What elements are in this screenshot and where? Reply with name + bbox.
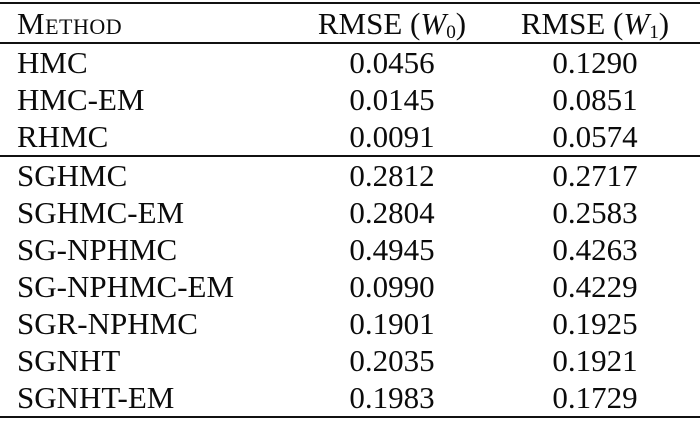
table-row: HMC-EM 0.0145 0.0851 [0, 81, 700, 118]
table-row: SGNHT 0.2035 0.1921 [0, 342, 700, 379]
method-cell: HMC-EM [17, 82, 145, 117]
table-row: SG-NPHMC-EM 0.0990 0.4229 [0, 268, 700, 305]
table-row: SG-NPHMC 0.4945 0.4263 [0, 231, 700, 268]
method-cell: HMC [17, 45, 88, 80]
method-cell: SGR-NPHMC [17, 306, 198, 341]
rmse-w1-subscript: 1 [649, 21, 659, 43]
rmse-w1-variable: W [623, 5, 650, 41]
column-header-rmse-w1: RMSE (W1) [490, 3, 700, 44]
rmse-w0-cell: 0.1983 [294, 379, 490, 418]
method-header-label: Method [17, 5, 123, 41]
table-row: SGR-NPHMC 0.1901 0.1925 [0, 305, 700, 342]
rmse-w0-cell: 0.2035 [349, 343, 435, 378]
rmse-w1-cell: 0.2583 [552, 195, 638, 230]
header-row: Method RMSE (W0) RMSE (W1) [0, 3, 700, 44]
table-row: SGNHT-EM 0.1983 0.1729 [0, 379, 700, 418]
rmse-w0-cell: 0.0990 [349, 269, 435, 304]
method-cell: SG-NPHMC [17, 232, 178, 267]
rmse-w1-prefix: RMSE ( [520, 5, 624, 41]
rmse-w0-prefix: RMSE ( [317, 5, 421, 41]
rmse-w0-variable: W [420, 5, 447, 41]
rmse-w0-cell: 0.0145 [349, 82, 435, 117]
rmse-w0-cell: 0.1901 [349, 306, 435, 341]
table-row: SGHMC 0.2812 0.2717 [0, 155, 700, 194]
rmse-w0-cell: 0.2812 [294, 155, 490, 194]
rmse-w1-cell: 0.1921 [552, 343, 638, 378]
method-cell: SGNHT-EM [0, 379, 294, 418]
rmse-w1-cell: 0.2717 [490, 155, 700, 194]
table-body: HMC 0.0456 0.1290 HMC-EM 0.0145 0.0851 R… [0, 43, 700, 418]
rmse-w0-subscript: 0 [446, 21, 456, 43]
rmse-w0-cell: 0.2804 [349, 195, 435, 230]
table-row: SGHMC-EM 0.2804 0.2583 [0, 194, 700, 231]
column-header-method: Method [0, 3, 294, 44]
method-cell: SGHMC [0, 155, 294, 194]
rmse-w1-cell: 0.0574 [552, 119, 638, 154]
rmse-w0-cell: 0.0091 [349, 119, 435, 154]
rmse-w1-cell: 0.1925 [552, 306, 638, 341]
method-cell: SG-NPHMC-EM [17, 269, 235, 304]
rmse-w1-suffix: ) [658, 5, 670, 41]
rmse-w0-cell: 0.0456 [349, 45, 435, 80]
method-cell: SGHMC-EM [17, 195, 185, 230]
rmse-w1-cell: 0.1729 [490, 379, 700, 418]
rmse-w1-cell: 0.4263 [552, 232, 638, 267]
rmse-w1-cell: 0.4229 [552, 269, 638, 304]
results-table: Method RMSE (W0) RMSE (W1) HMC 0.0456 0.… [0, 2, 700, 418]
rmse-w1-cell: 0.1290 [552, 45, 638, 80]
method-cell: SGNHT [17, 343, 121, 378]
rmse-w0-cell: 0.4945 [349, 232, 435, 267]
rmse-w0-suffix: ) [455, 5, 467, 41]
table-row: RHMC 0.0091 0.0574 [0, 118, 700, 156]
table-row: HMC 0.0456 0.1290 [0, 43, 700, 81]
rmse-w1-cell: 0.0851 [552, 82, 638, 117]
column-header-rmse-w0: RMSE (W0) [294, 3, 490, 44]
table-header: Method RMSE (W0) RMSE (W1) [0, 3, 700, 44]
method-cell: RHMC [17, 119, 109, 154]
